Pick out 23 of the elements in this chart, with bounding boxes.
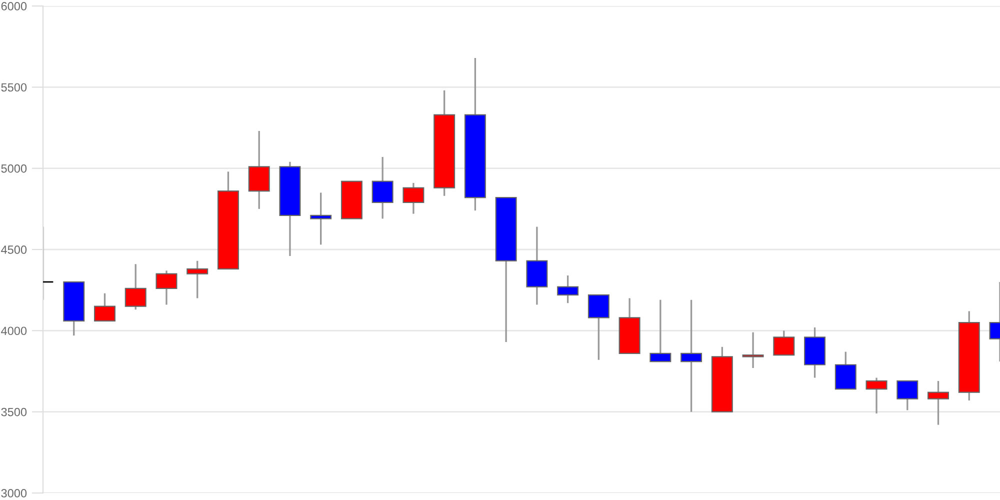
y-tick-label: 3000 xyxy=(1,489,27,498)
candlestick xyxy=(650,298,672,362)
candlestick xyxy=(372,156,394,220)
candlestick xyxy=(866,376,888,414)
candlestick xyxy=(896,380,918,412)
candlestick xyxy=(773,330,795,356)
y-tick-label: 4500 xyxy=(1,246,27,254)
y-tick-label: 5500 xyxy=(1,83,27,92)
y-tick-label: 5000 xyxy=(1,164,27,173)
candlestick xyxy=(156,270,178,306)
candlestick xyxy=(928,380,949,426)
candlestick xyxy=(742,331,764,369)
candlestick xyxy=(186,260,208,300)
candlestick xyxy=(124,263,146,310)
candlestick xyxy=(680,298,702,413)
candlestick xyxy=(94,292,116,322)
candlestick xyxy=(588,294,610,361)
y-tick-label: 6000 xyxy=(1,2,27,10)
candlestick xyxy=(557,274,579,304)
candlestick xyxy=(310,192,332,246)
candlestick xyxy=(402,182,424,215)
y-tick-label: 3500 xyxy=(1,408,27,416)
y-tick-label: 4000 xyxy=(1,326,27,336)
